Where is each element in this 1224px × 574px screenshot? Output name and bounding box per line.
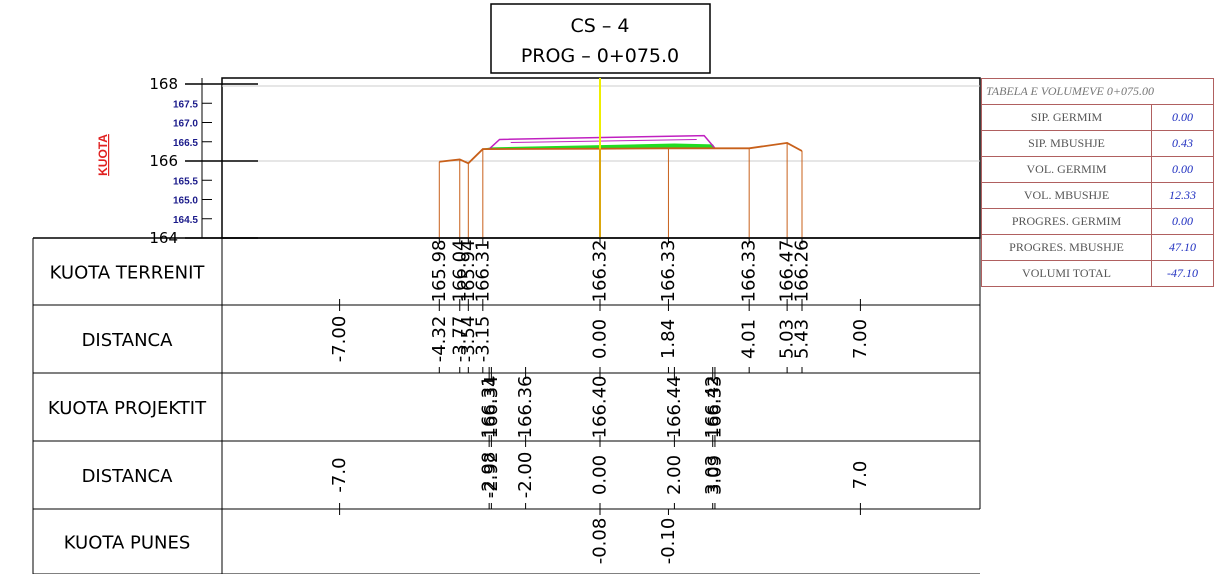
terrain-elev-label: 166.04 <box>449 240 470 303</box>
terrain-elev-label: 166.31 <box>472 240 493 303</box>
band-label: KUOTA PUNES <box>64 533 191 554</box>
design-line <box>488 134 716 150</box>
terrain-extent-label: 7.00 <box>850 319 871 359</box>
band-label: DISTANCA <box>82 330 174 351</box>
terrain-elev-label: 166.33 <box>739 240 760 303</box>
axis-title: KUOTA <box>96 134 110 176</box>
design-elev-label: 166.33 <box>704 376 725 439</box>
volume-value: 0.43 <box>1151 130 1214 157</box>
design-elev-label: 166.36 <box>515 376 536 439</box>
terrain-extent-label: -7.00 <box>329 316 350 363</box>
cross-section-id: CS – 4 <box>571 15 630 37</box>
data-bands: KUOTA TERRENIT DISTANCA KUOTA PROJEKTIT DIS… <box>32 237 981 574</box>
design-extent-label: 7.0 <box>850 461 871 490</box>
terrain-elev-label: 166.32 <box>590 240 611 303</box>
table-row: VOL. GERMIM 0.00 <box>981 156 1214 183</box>
band-label: KUOTA TERRENIT <box>50 263 206 284</box>
design-elev-label: 166.42 <box>702 376 723 439</box>
table-row: SIP. GERMIM 0.00 <box>981 104 1214 131</box>
volume-label: VOLUMI TOTAL <box>981 260 1152 287</box>
chainage-label: PROG – 0+075.0 <box>521 45 679 67</box>
axis-minor-label: 165.5 <box>173 176 198 187</box>
axis-minor-label: 167.0 <box>173 119 198 130</box>
title-box <box>490 3 711 74</box>
design-dist-label: -2.00 <box>515 452 536 499</box>
terrain-elev-label: 166.26 <box>791 240 812 303</box>
terrain-elev-label: 166.47 <box>777 240 798 303</box>
design-elev-label: 166.31 <box>479 376 500 439</box>
volume-label: PROGRES. GERMIM <box>981 208 1152 235</box>
volume-label: VOL. MBUSHJE <box>981 182 1152 209</box>
design-dist-label: 3.03 <box>702 455 723 495</box>
axis-minor-label: 166.5 <box>173 138 198 149</box>
table-row: SIP. MBUSHJE 0.43 <box>981 130 1214 157</box>
design-elev-label: 166.40 <box>590 376 611 439</box>
terrain-dist-label: 1.84 <box>658 319 679 359</box>
work-height-label: -0.10 <box>658 518 679 565</box>
volume-value: 47.10 <box>1151 234 1214 261</box>
axis-major-label: 168 <box>149 75 178 93</box>
axis-minor-label: 165.0 <box>173 196 198 207</box>
terrain-dist-label: 5.43 <box>791 319 812 359</box>
volume-value: 12.33 <box>1151 182 1214 209</box>
design-inner-line <box>510 138 697 144</box>
terrain-elev-label: 165.94 <box>458 240 479 303</box>
terrain-dist-label: 4.01 <box>739 319 760 359</box>
table-row: VOL. MBUSHJE 12.33 <box>981 182 1214 209</box>
terrain-dist-label: -4.32 <box>429 316 450 363</box>
axis-minor-label: 167.5 <box>173 99 198 110</box>
band-label: DISTANCA <box>82 466 174 487</box>
band-values: 165.98-4.32166.04-3.77165.94-3.54166.31-… <box>329 238 871 564</box>
table-row: PROGRES. GERMIM 0.00 <box>981 208 1214 235</box>
terrain-dist-label: -3.15 <box>472 316 493 363</box>
terrain-dist-label: -3.77 <box>449 316 470 363</box>
work-height-label: -0.08 <box>590 518 611 565</box>
profile-geometry <box>438 78 803 238</box>
band-label: KUOTA PROJEKTIT <box>48 398 207 419</box>
terrain-elev-label: 166.33 <box>658 240 679 303</box>
volume-label: PROGRES. MBUSHJE <box>981 234 1152 261</box>
design-elev-label: 166.44 <box>664 376 685 439</box>
axis-minor-label: 164.5 <box>173 215 198 226</box>
design-dist-label: 2.00 <box>664 455 685 495</box>
table-row: PROGRES. MBUSHJE 47.10 <box>981 234 1214 261</box>
volume-value: -47.10 <box>1151 260 1214 287</box>
axis-major-label: 166 <box>149 152 178 170</box>
volume-value: 0.00 <box>1151 156 1214 183</box>
volume-label: VOL. GERMIM <box>981 156 1152 183</box>
volume-label: SIP. MBUSHJE <box>981 130 1152 157</box>
design-dist-label: -2.92 <box>481 452 502 499</box>
design-elev-label: 166.34 <box>481 376 502 439</box>
design-dist-label: 0.00 <box>590 455 611 495</box>
design-dist-label: -2.98 <box>479 452 500 499</box>
volume-table: TABELA E VOLUMEVE 0+075.00 SIP. GERMIM 0.… <box>981 78 1214 287</box>
terrain-elev-label: 165.98 <box>429 240 450 303</box>
volume-value: 0.00 <box>1151 208 1214 235</box>
table-row: VOLUMI TOTAL -47.10 <box>981 260 1214 287</box>
volume-label: SIP. GERMIM <box>981 104 1152 131</box>
volume-table-title: TABELA E VOLUMEVE 0+075.00 <box>981 78 1214 105</box>
volume-value: 0.00 <box>1151 104 1214 131</box>
terrain-dist-label: 0.00 <box>590 319 611 359</box>
terrain-dist-label: 5.03 <box>777 319 798 359</box>
design-extent-label: -7.0 <box>329 457 350 492</box>
design-dist-label: 3.09 <box>704 455 725 495</box>
terrain-dist-label: -3.54 <box>458 316 479 363</box>
